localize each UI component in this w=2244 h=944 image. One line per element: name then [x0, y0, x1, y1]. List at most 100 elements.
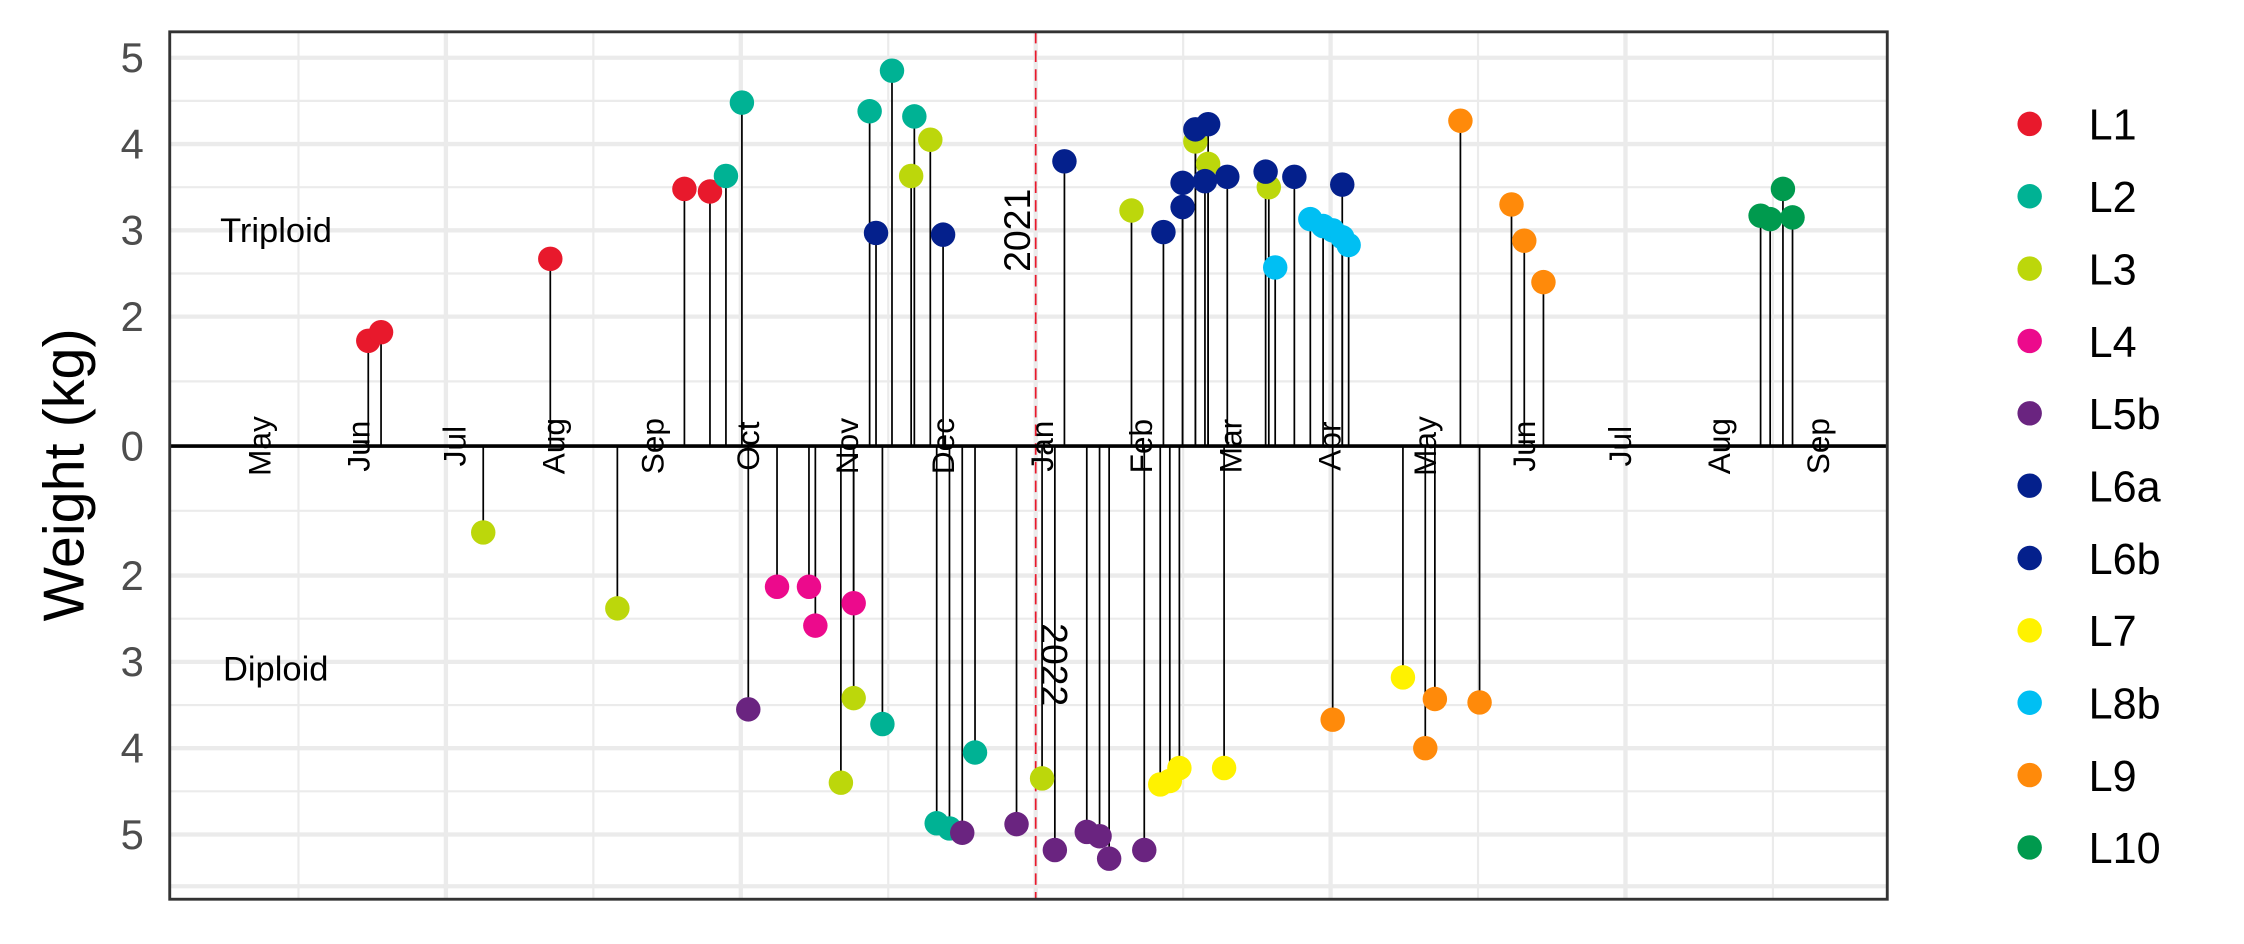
point-L7-diploid	[1390, 665, 1416, 690]
x-tick-labels: May Jun Jul Aug Sep Oct Nov Dec Jan Feb Mar Apr May J…	[242, 416, 1836, 476]
plot-panel-border	[168, 30, 1889, 901]
legend-key-L5b	[2017, 401, 2042, 426]
point-L1-triploid	[538, 246, 563, 272]
y-tick-label: 5	[121, 34, 144, 81]
points	[356, 58, 1805, 871]
point-L6a-triploid	[1170, 194, 1195, 220]
legend-key-L6b	[2017, 545, 2042, 571]
point-L4-diploid	[796, 574, 822, 600]
point-L2-triploid	[713, 163, 739, 189]
point-L6a-triploid	[1282, 164, 1307, 190]
point-L9-triploid	[1448, 108, 1473, 133]
point-L5b-diploid	[950, 820, 975, 845]
point-L3-diploid	[471, 520, 496, 545]
point-L1-triploid	[697, 179, 723, 204]
y-tick-label: 4	[121, 725, 144, 772]
x-tick-label: Apr	[1311, 421, 1347, 470]
legend-key-L10	[2017, 835, 2042, 860]
point-L6a-triploid	[1330, 172, 1355, 197]
legend-key-L8b	[2017, 690, 2042, 715]
y-tick-labels: 5 4 3 2 0 2 3 4 5	[121, 34, 144, 858]
legend-label-L8b: L8b	[2089, 681, 2161, 729]
y-tick-label: 0	[121, 422, 144, 469]
point-L10-triploid	[1780, 205, 1805, 230]
point-L2-triploid	[902, 104, 927, 129]
legend-label-L9: L9	[2089, 753, 2137, 801]
point-L3-triploid	[1119, 198, 1144, 223]
point-L6a-triploid	[1215, 164, 1240, 190]
point-L6a-triploid	[1192, 168, 1218, 194]
x-tick-label: Sep	[1800, 418, 1836, 474]
annotation-diploid: Diploid	[223, 651, 329, 689]
x-tick-label: Jan	[1024, 421, 1060, 472]
point-L3-triploid	[918, 127, 943, 152]
y-tick-label: 2	[121, 293, 144, 340]
point-L9-triploid	[1531, 269, 1556, 295]
point-L10-triploid	[1770, 176, 1796, 202]
grid	[169, 31, 1888, 900]
x-tick-label: Nov	[829, 418, 865, 474]
x-tick-label: Dec	[925, 418, 961, 474]
y-tick-label: 5	[121, 811, 144, 858]
legend-label-L6a: L6a	[2089, 463, 2161, 511]
x-tick-label: Mar	[1212, 419, 1248, 473]
y-tick-label: 3	[121, 207, 144, 254]
point-L4-diploid	[803, 613, 828, 638]
legend-label-L6b: L6b	[2089, 536, 2161, 584]
point-L3-diploid	[828, 770, 854, 795]
point-L5b-diploid	[1096, 846, 1122, 871]
point-L3-diploid	[605, 596, 630, 621]
y-tick-label: 2	[121, 552, 144, 599]
point-L9-diploid	[1320, 707, 1345, 732]
x-tick-label: Jun	[341, 421, 377, 472]
point-L3-triploid	[898, 163, 924, 189]
x-tick-label: Oct	[730, 421, 766, 470]
point-L9-diploid	[1467, 690, 1492, 715]
stems	[367, 70, 1794, 859]
point-L8b-triploid	[1262, 255, 1288, 280]
x-tick-label: Sep	[634, 418, 670, 474]
y-axis-title: Weight (kg)	[32, 328, 96, 621]
point-L2-triploid	[857, 99, 882, 124]
point-L6a-triploid	[1195, 111, 1221, 137]
point-L3-diploid	[1029, 766, 1055, 791]
point-L8b-triploid	[1336, 232, 1361, 258]
x-tick-label: May	[1407, 416, 1443, 476]
x-tick-label: Jun	[1506, 421, 1542, 472]
point-L7-diploid	[1167, 755, 1192, 781]
y-tick-label: 3	[121, 638, 144, 685]
x-tick-label: Jul	[436, 426, 472, 466]
legend-label-L10: L10	[2089, 825, 2161, 873]
legend: L1 L2 L3 L4 L5b L6a L6b L7 L8b L9 L10	[2017, 102, 2161, 873]
point-L5b-diploid	[736, 697, 761, 722]
point-L6a-triploid	[863, 220, 889, 246]
legend-label-L1: L1	[2089, 102, 2137, 150]
legend-key-L3	[2017, 256, 2042, 281]
point-L9-triploid	[1512, 228, 1537, 253]
annotation-triploid: Triploid	[220, 212, 332, 250]
point-L2-diploid	[870, 711, 895, 737]
legend-key-L7	[2017, 618, 2042, 643]
point-L6a-triploid	[1170, 170, 1195, 196]
point-L5b-diploid	[1132, 837, 1157, 863]
legend-key-L2	[2017, 184, 2042, 209]
point-L9-diploid	[1422, 686, 1448, 712]
point-L10-triploid	[1757, 206, 1783, 232]
x-tick-label: Jul	[1602, 426, 1638, 466]
point-L6a-triploid	[930, 222, 956, 247]
point-L2-triploid	[729, 90, 755, 115]
legend-key-L9	[2017, 762, 2042, 788]
point-L2-diploid	[962, 740, 988, 765]
x-tick-label: Feb	[1123, 419, 1159, 474]
point-L5b-diploid	[1004, 811, 1029, 837]
y-tick-label: 4	[121, 120, 144, 167]
point-L1-triploid	[672, 176, 697, 202]
year-label-2022: 2022	[1033, 623, 1075, 706]
point-L6a-triploid	[1052, 149, 1077, 174]
legend-key-L1	[2017, 111, 2042, 137]
legend-label-L3: L3	[2089, 246, 2137, 294]
point-L9-diploid	[1413, 735, 1438, 761]
point-L1-triploid	[368, 319, 394, 345]
legend-key-L4	[2017, 328, 2042, 354]
legend-key-L6a	[2017, 473, 2042, 498]
